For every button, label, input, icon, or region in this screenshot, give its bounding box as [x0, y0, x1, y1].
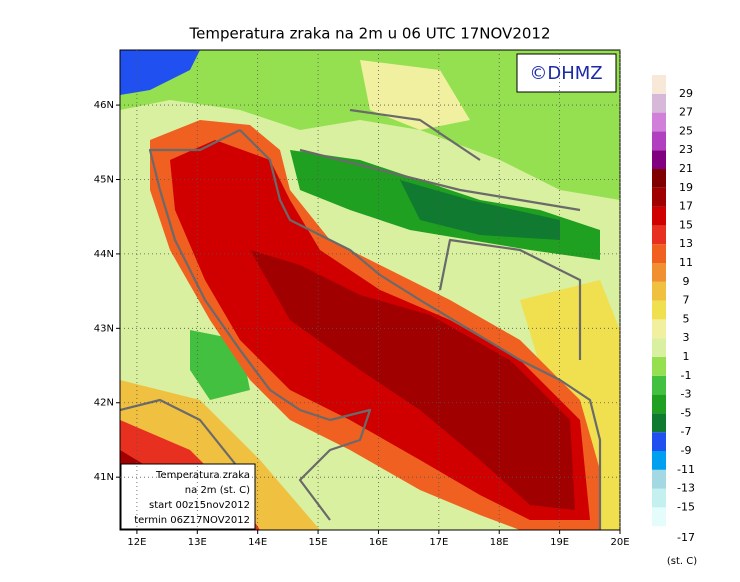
y-tick-label: 46N	[94, 100, 114, 111]
colorbar-label: 23	[679, 143, 693, 156]
y-tick-label: 42N	[94, 398, 114, 409]
colorbar-swatch	[652, 187, 666, 207]
colorbar-label: 25	[679, 124, 693, 137]
colorbar-label: -3	[681, 388, 692, 401]
x-tick-label: 12E	[127, 537, 146, 548]
colorbar-label: -17	[677, 531, 695, 544]
colorbar-label: 27	[679, 106, 693, 119]
colorbar-swatch	[652, 319, 666, 339]
colorbar-swatch	[652, 206, 666, 226]
colorbar-label: 5	[683, 312, 690, 325]
colorbar-swatch	[652, 244, 666, 263]
info-line: termin 06Z17NOV2012	[134, 515, 250, 526]
temperature-field	[120, 50, 620, 530]
colorbar-swatch	[652, 375, 666, 395]
colorbar-swatch	[652, 488, 666, 508]
y-tick-label: 45N	[94, 174, 114, 185]
colorbar-swatch	[652, 432, 666, 451]
colorbar-label: 7	[683, 294, 690, 307]
info-line: na 2m (st. C)	[185, 485, 250, 496]
colorbar-unit: (st. C)	[667, 556, 697, 567]
colorbar-swatch	[652, 169, 666, 188]
colorbar-label: -9	[681, 444, 692, 457]
title: Temperatura zraka na 2m u 06 UTC 17NOV20…	[188, 25, 550, 43]
x-tick-label: 16E	[369, 537, 388, 548]
colorbar-label: -1	[681, 369, 692, 382]
colorbar-swatch	[652, 300, 666, 320]
colorbar-swatch	[652, 131, 666, 151]
colorbar-label: -15	[677, 500, 695, 513]
colorbar-swatch	[652, 507, 666, 527]
colorbar-swatch	[652, 75, 666, 94]
x-tick-label: 14E	[248, 537, 267, 548]
x-tick-label: 15E	[309, 537, 328, 548]
colorbar-label: 3	[683, 331, 690, 344]
colorbar-label: 19	[679, 181, 693, 194]
colorbar-swatch	[652, 394, 666, 414]
colorbar-label: 11	[679, 256, 693, 269]
x-tick-label: 19E	[550, 537, 569, 548]
colorbar-label: 1	[683, 350, 690, 363]
colorbar-label: 17	[679, 200, 693, 213]
info-line: start 00z15nov2012	[149, 500, 250, 511]
colorbar-swatch	[652, 112, 666, 132]
x-tick-label: 18E	[490, 537, 509, 548]
colorbar-swatch	[652, 413, 666, 433]
y-tick-label: 43N	[94, 323, 114, 334]
colorbar-swatch	[652, 150, 666, 169]
colorbar-label: -11	[677, 463, 695, 476]
colorbar-swatch	[652, 469, 666, 489]
colorbar-label: 13	[679, 237, 693, 250]
colorbar-label: 29	[679, 87, 693, 100]
x-tick-label: 13E	[188, 537, 207, 548]
x-tick-label: 17E	[429, 537, 448, 548]
info-line: Temperatura zraka	[155, 470, 250, 481]
colorbar-label: 15	[679, 218, 693, 231]
colorbar-label: -5	[681, 406, 692, 419]
logo-box	[516, 53, 617, 93]
y-tick-label: 41N	[94, 472, 114, 483]
colorbar-swatch	[652, 263, 666, 282]
colorbar-swatch	[652, 338, 666, 357]
colorbar-label: 9	[683, 275, 690, 288]
colorbar-label: 21	[679, 162, 693, 175]
y-tick-label: 44N	[94, 249, 114, 260]
colorbar-label: -7	[681, 425, 692, 438]
logo: ©DHMZ	[529, 63, 602, 84]
colorbar-label: -13	[677, 482, 695, 495]
colorbar-swatch	[652, 281, 666, 301]
colorbar-swatch	[652, 93, 666, 113]
colorbar-swatch	[652, 357, 666, 376]
colorbar-swatch	[652, 451, 666, 470]
x-tick-label: 20E	[610, 537, 629, 548]
colorbar-swatch	[652, 225, 666, 245]
info-box	[120, 463, 256, 530]
